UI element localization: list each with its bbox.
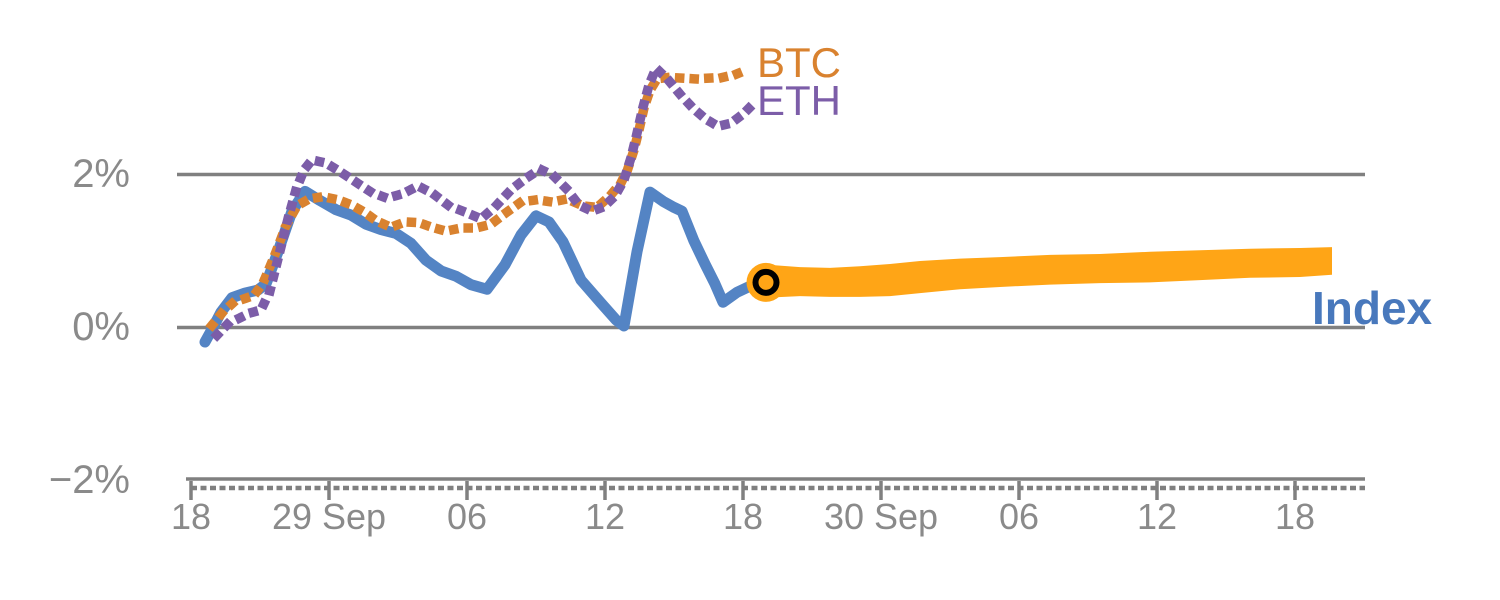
x-tick-label-12b: 12 bbox=[1136, 496, 1178, 537]
x-tick-label-18c: 18 bbox=[1274, 496, 1316, 537]
x-tick-label-18b: 18 bbox=[722, 496, 764, 537]
y-tick-label-2pct: 2% bbox=[72, 151, 130, 196]
btc-series-label: BTC bbox=[757, 39, 841, 86]
index-forecast-band bbox=[768, 247, 1332, 298]
eth-line bbox=[210, 63, 760, 342]
forecast-start-marker-ring bbox=[752, 268, 780, 296]
y-tick-label-minus2pct: −2% bbox=[48, 457, 130, 502]
forecast-start-marker-halo bbox=[746, 262, 786, 302]
x-tick-label-06b: 06 bbox=[998, 496, 1040, 537]
x-tick-label-30sep: 30 Sep bbox=[823, 496, 939, 537]
x-tick-label-12a: 12 bbox=[584, 496, 626, 537]
x-tick-label-06a: 06 bbox=[446, 496, 488, 537]
x-tick-label-29sep: 29 Sep bbox=[271, 496, 387, 537]
index-series-label: Index bbox=[1312, 282, 1433, 334]
x-tick-label-18a: 18 bbox=[170, 496, 212, 537]
y-tick-label-0pct: 0% bbox=[72, 304, 130, 349]
eth-series-label: ETH bbox=[757, 77, 841, 124]
